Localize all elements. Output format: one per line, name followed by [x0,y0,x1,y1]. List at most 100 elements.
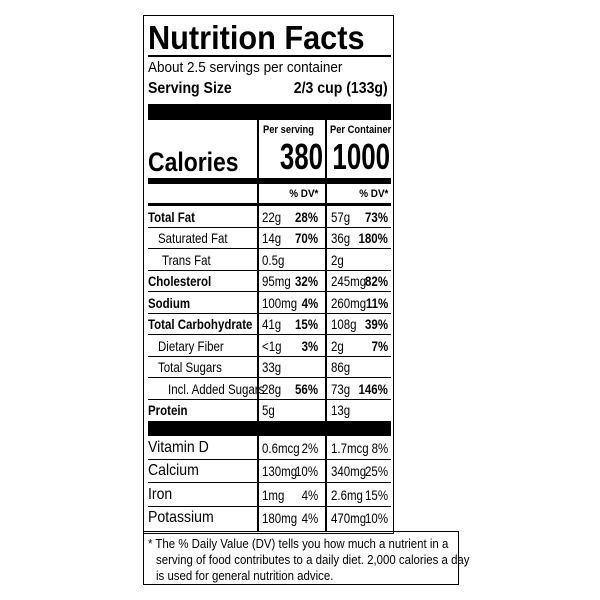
amount: 108g [331,316,357,333]
daily-value: 146% [358,380,388,397]
daily-value: 3% [301,337,318,354]
rule [148,482,391,483]
label-frame [143,15,394,534]
vitamin-name: Potassium [148,509,214,527]
rule [148,312,391,314]
amount: 0.6mcg [262,439,300,456]
rule [257,120,259,531]
amount: <1g [262,337,282,354]
rule [148,458,391,460]
nutrient-name: Cholesterol [148,273,212,290]
daily-value: 39% [365,316,388,333]
nutrient-name: Total Fat [148,208,195,225]
amount: 245mg [331,273,367,290]
daily-value: 32% [295,273,318,290]
calories-value: 380 [279,136,323,177]
daily-value: 15% [365,486,388,503]
rule [325,120,327,531]
rule [148,55,391,57]
nutrient-name: Incl. Added Sugars [168,380,265,397]
vitamin-name: Calcium [148,462,199,480]
daily-value: 73% [365,208,388,225]
daily-value: 56% [295,380,318,397]
amount: 100mg [262,294,298,311]
amount: 33g [262,359,282,376]
dv-header: % DV* [288,187,318,200]
daily-value: 15% [295,316,318,333]
rule [148,178,391,184]
footnote-line: serving of food contributes to a daily d… [156,551,470,567]
amount: 1.7mcg [331,439,369,456]
daily-value: 7% [371,337,388,354]
rule [148,226,391,228]
column-header: Per Container [330,123,392,136]
amount: 95mg [262,273,291,290]
daily-value: 4% [301,486,318,503]
calories-label: Calories [148,146,239,177]
serving-size-value: 2/3 cup (133g) [294,80,388,97]
daily-value: 10% [295,463,318,480]
amount: 180mg [262,510,298,527]
daily-value: 2% [301,439,318,456]
daily-value: 8% [371,439,388,456]
column-header: Per serving [263,123,314,136]
daily-value: 11% [365,294,388,311]
amount: 470mg [331,510,367,527]
amount: 28g [262,380,282,397]
daily-value: 180% [358,230,388,247]
daily-value: 10% [365,510,388,527]
footnote-line: is used for general nutrition advice. [156,567,334,583]
rule [148,355,391,357]
rule [148,248,391,249]
title: Nutrition Facts [148,18,365,56]
vitamin-name: Iron [148,485,173,503]
amount: 260mg [331,294,367,311]
serving-size-label: Serving Size [148,80,232,97]
nutrient-name: Total Carbohydrate [148,316,253,333]
daily-value: 4% [301,294,318,311]
nutrient-name: Trans Fat [162,251,211,268]
amount: 86g [331,359,351,376]
footnote-frame [143,531,459,585]
daily-value: 28% [295,208,318,225]
amount: 36g [331,230,351,247]
amount: 22g [262,208,282,225]
amount: 2g [331,251,344,268]
amount: 13g [331,402,351,419]
nutrient-name: Protein [148,402,188,419]
amount: 1mg [262,486,285,503]
footnote-line: * The % Daily Value (DV) tells you how m… [148,535,449,551]
rule [148,398,391,400]
amount: 5g [262,402,275,419]
rule [148,104,391,120]
daily-value: 25% [365,463,388,480]
rule [148,203,391,206]
rule [148,291,391,292]
amount: 2g [331,337,344,354]
amount: 57g [331,208,351,225]
calories-value: 1000 [332,136,390,177]
amount: 0.5g [262,251,285,268]
amount: 2.6mg [331,486,363,503]
rule [148,334,391,335]
servings: About 2.5 servings per container [148,58,343,76]
daily-value: 4% [301,510,318,527]
rule [148,505,391,507]
rule [148,269,391,271]
dv-header: % DV* [358,187,388,200]
amount: 73g [331,380,351,397]
amount: 130mg [262,463,298,480]
daily-value: 70% [295,230,318,247]
nutrient-name: Total Sugars [158,359,222,376]
nutrient-name: Dietary Fiber [158,337,224,354]
rule [148,421,391,436]
vitamin-name: Vitamin D [148,438,209,456]
rule [148,377,391,378]
daily-value: 82% [365,273,388,290]
amount: 41g [262,316,282,333]
nutrient-name: Sodium [148,294,191,311]
amount: 14g [262,230,282,247]
nutrient-name: Saturated Fat [158,230,228,247]
amount: 340mg [331,463,367,480]
